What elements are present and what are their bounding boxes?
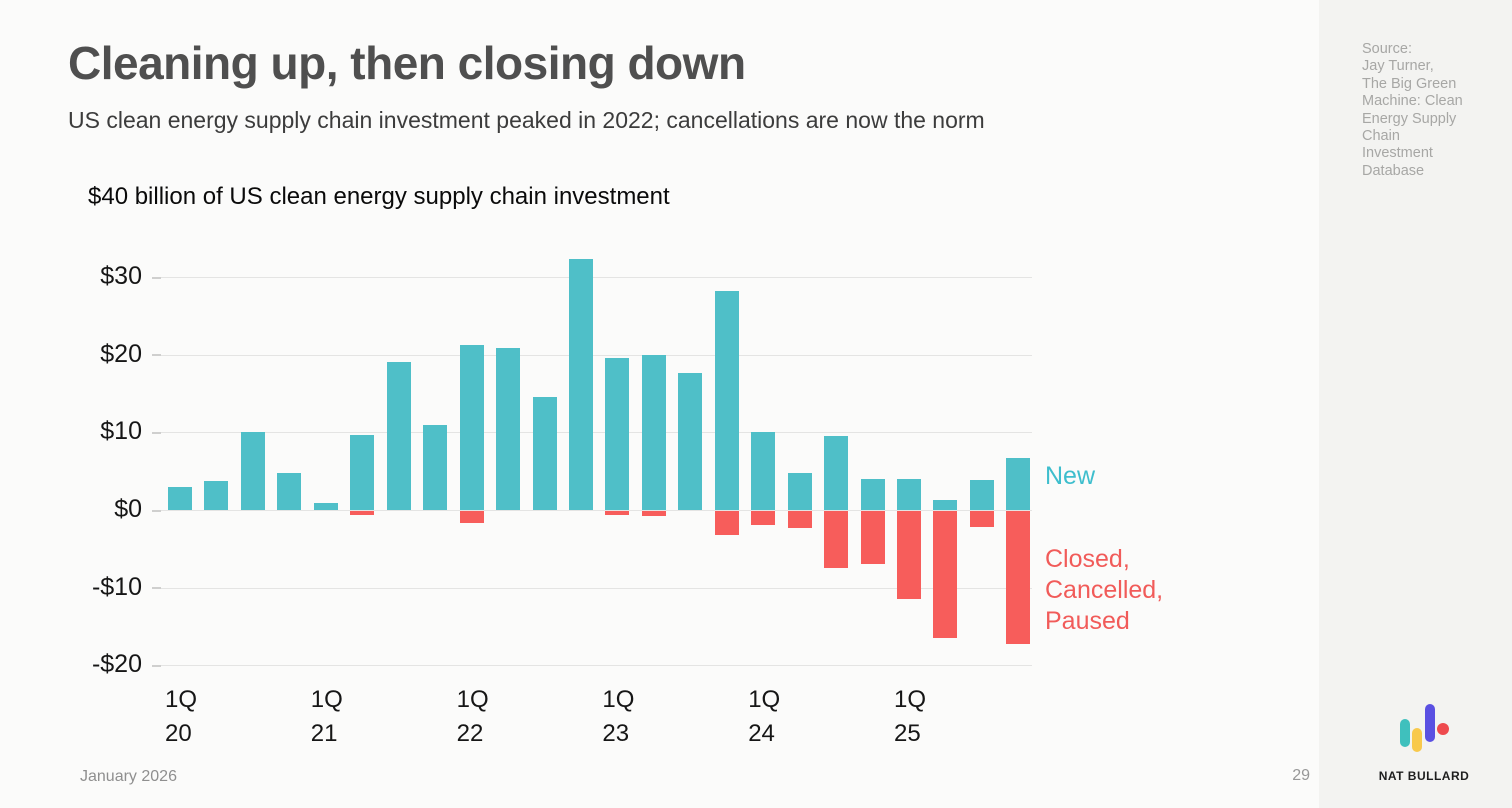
axis-tick [152,664,161,667]
bar-closed-1Q25 [897,511,921,600]
bar-new-4Q25 [1006,458,1031,510]
bar-closed-1Q23 [605,511,630,515]
x-axis-label: 1Q 21 [310,686,343,747]
y-axis-label: -$20 [91,650,142,679]
bar-new-4Q24 [860,478,885,510]
bar-closed-2Q24 [787,511,812,529]
bar-closed-4Q23 [714,511,739,536]
bar-new-3Q23 [678,372,703,510]
logo-teal-bar [1400,719,1410,747]
bar-closed-4Q25 [1006,511,1031,644]
gridline [155,665,1032,667]
bar-new-2Q20 [204,480,229,510]
bar-new-3Q22 [532,396,557,510]
slide-date: January 2026 [80,768,177,785]
axis-tick [152,587,161,590]
y-axis-label: $20 [100,339,142,368]
bar-new-3Q25 [969,479,994,510]
bar-closed-2Q21 [350,511,375,515]
source-sidebar: Source: Jay Turner, The Big Green Machine: … [1319,0,1512,808]
x-axis-label: 1Q 20 [165,686,198,747]
bar-new-1Q23 [605,357,630,510]
axis-tick [152,276,161,279]
x-axis-label: 1Q 25 [894,686,927,747]
axis-tick [152,509,161,512]
gridline [155,510,1032,511]
bar-closed-2Q25 [933,511,958,639]
gridline [155,354,1032,356]
gridline [155,277,1032,279]
x-axis-label: 1Q 22 [456,686,489,747]
logo-red-dot [1437,723,1449,735]
bar-new-3Q20 [240,432,265,510]
bar-new-2Q25 [933,499,958,510]
bar-new-4Q23 [714,291,739,510]
bar-new-2Q21 [350,434,375,510]
legend-label-new: New [1045,462,1096,490]
bar-new-1Q21 [313,503,338,510]
bar-closed-4Q24 [860,511,885,564]
bar-new-1Q24 [751,432,776,510]
page-number: 29 [1292,767,1310,784]
axis-tick [152,354,161,357]
bar-new-4Q22 [568,258,593,510]
chart-title: $40 billion of US clean energy supply ch… [88,183,670,210]
gridline [155,587,1032,589]
bar-closed-2Q23 [641,511,666,516]
slide-title: Cleaning up, then closing down [68,37,746,89]
bar-new-2Q24 [787,472,812,510]
bar-new-4Q20 [277,472,302,510]
x-axis-label: 1Q 23 [602,686,635,747]
legend-line: Paused [1045,607,1130,635]
source-line: Source: [1362,41,1412,57]
bar-closed-3Q24 [824,511,849,568]
bar-new-3Q21 [386,361,411,510]
x-axis-label: 1Q 24 [748,686,781,747]
source-line: Investment [1362,145,1433,162]
slide-subtitle: US clean energy supply chain investment … [68,107,985,133]
brand-name: NAT BULLARD [1378,769,1470,783]
bar-closed-1Q24 [751,511,776,525]
bar-closed-1Q22 [459,511,484,524]
legend-label-closed-cancelled-paused: Closed, Cancelled, Paused [1045,544,1163,637]
bar-new-2Q22 [496,347,521,510]
y-axis-label: $30 [100,262,142,291]
y-axis-label: -$10 [91,572,142,601]
bar-new-3Q24 [824,435,849,510]
bar-new-1Q22 [459,344,484,510]
logo-yellow-bar [1412,728,1422,752]
gridline [155,432,1032,434]
source-line: Database [1362,162,1425,179]
source-line: Jay Turner, [1362,58,1434,75]
legend-line: Cancelled, [1045,576,1164,604]
legend-line: Closed, [1045,545,1130,573]
bar-closed-3Q25 [969,511,994,528]
source-line: Chain [1362,128,1400,145]
bar-new-4Q21 [423,425,448,510]
bar-new-2Q23 [641,354,666,510]
source-line: The Big Green [1362,75,1457,92]
logo-purple-bar [1425,704,1435,742]
source-citation: Source: Jay Turner, The Big Green Machine: … [1362,41,1497,180]
axis-tick [152,431,161,434]
bar-new-1Q25 [897,478,921,510]
source-line: Machine: Clean [1362,93,1463,110]
y-axis-label: $10 [100,417,142,446]
y-axis-label: $0 [114,495,142,523]
source-line: Energy Supply [1362,110,1457,127]
bar-new-1Q20 [168,487,192,510]
